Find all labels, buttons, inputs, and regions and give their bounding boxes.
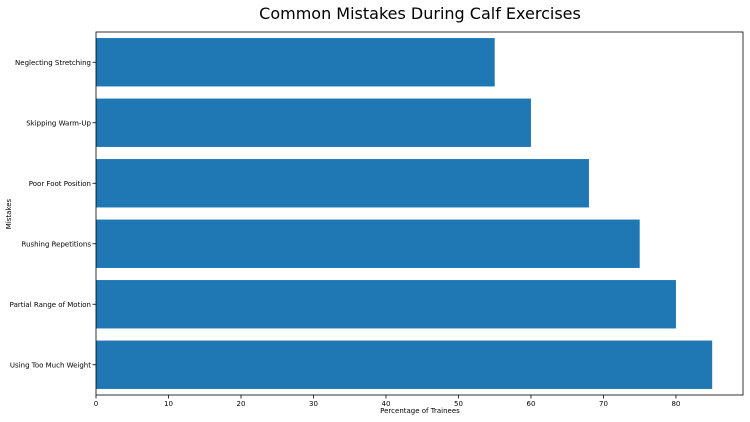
x-tick-label: 10	[164, 400, 173, 408]
x-axis-ticks: 0 10 20 30 40 50 60 70 80	[94, 395, 680, 408]
y-axis-ticks: Using Too Much Weight Partial Range of Mo…	[10, 59, 96, 369]
x-tick-label: 70	[599, 400, 608, 408]
x-tick-label: 60	[526, 400, 535, 408]
x-tick-label: 0	[94, 400, 98, 408]
bar-using-too-much-weight	[96, 340, 713, 389]
bars-group	[96, 38, 713, 389]
y-tick-label: Partial Range of Motion	[10, 301, 91, 309]
x-tick-label: 80	[671, 400, 680, 408]
y-tick-label: Poor Foot Position	[29, 180, 91, 188]
bar-rushing-repetitions	[96, 219, 640, 268]
bar-skipping-warm-up	[96, 98, 531, 147]
chart-title: Common Mistakes During Calf Exercises	[259, 4, 581, 23]
bar-partial-range-of-motion	[96, 280, 676, 329]
plot-frame	[95, 31, 744, 396]
y-tick-label: Rushing Repetitions	[22, 240, 92, 248]
y-tick-label: Neglecting Stretching	[15, 59, 91, 67]
y-tick-label: Skipping Warm-Up	[26, 119, 91, 127]
x-tick-label: 50	[454, 400, 463, 408]
x-tick-label: 20	[237, 400, 246, 408]
bar-neglecting-stretching	[96, 38, 495, 87]
x-tick-label: 40	[382, 400, 391, 408]
x-axis-label: Percentage of Trainees	[380, 407, 460, 415]
y-axis-label: Mistakes	[5, 198, 13, 229]
bar-poor-foot-position	[96, 159, 589, 208]
y-tick-label: Using Too Much Weight	[10, 361, 91, 369]
x-tick-label: 30	[309, 400, 318, 408]
